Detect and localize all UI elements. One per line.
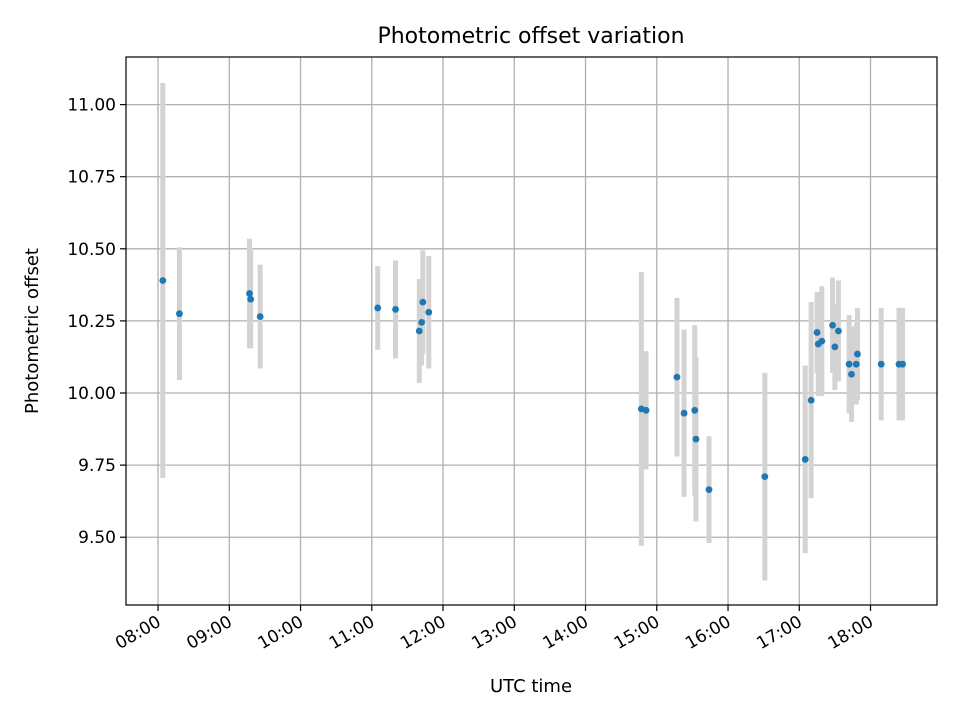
chart-title: Photometric offset variation — [377, 24, 684, 49]
data-point — [247, 295, 255, 303]
data-point — [829, 321, 836, 329]
data-point — [877, 360, 885, 368]
data-point — [818, 337, 826, 345]
data-point — [159, 277, 167, 284]
data-point — [176, 310, 183, 318]
data-point — [813, 329, 821, 336]
data-point — [761, 473, 769, 481]
data-point — [392, 305, 399, 313]
data-point — [415, 327, 423, 335]
y-tick-label: 9.50 — [78, 528, 116, 548]
data-point — [801, 455, 809, 463]
data-point — [246, 290, 253, 297]
y-tick-label: 10.00 — [67, 384, 116, 404]
data-points — [159, 277, 906, 494]
data-point — [705, 486, 713, 494]
data-point — [642, 406, 650, 414]
data-point — [256, 313, 264, 320]
data-point — [374, 304, 382, 312]
data-point — [673, 373, 681, 381]
x-axis-label: UTC time — [490, 676, 572, 697]
plot-frame — [125, 56, 938, 606]
data-point — [835, 327, 842, 335]
y-tick-label: 10.50 — [67, 240, 116, 260]
data-point — [418, 318, 426, 326]
data-point — [852, 360, 860, 368]
y-tick-label: 11.00 — [67, 96, 116, 116]
data-point — [691, 406, 699, 414]
data-point — [831, 343, 839, 351]
data-point — [848, 370, 855, 378]
y-tick-label: 10.25 — [67, 312, 116, 332]
data-point — [807, 396, 815, 404]
data-point — [692, 435, 700, 443]
grid — [126, 57, 937, 605]
data-point — [419, 298, 427, 306]
data-point — [899, 360, 906, 368]
y-tick-label: 9.75 — [78, 456, 116, 476]
y-tick-label: 10.75 — [67, 168, 116, 188]
data-point — [680, 409, 688, 417]
data-point — [854, 350, 861, 358]
data-point — [425, 308, 433, 316]
y-axis-label: Photometric offset — [22, 248, 43, 414]
data-point — [845, 360, 853, 368]
